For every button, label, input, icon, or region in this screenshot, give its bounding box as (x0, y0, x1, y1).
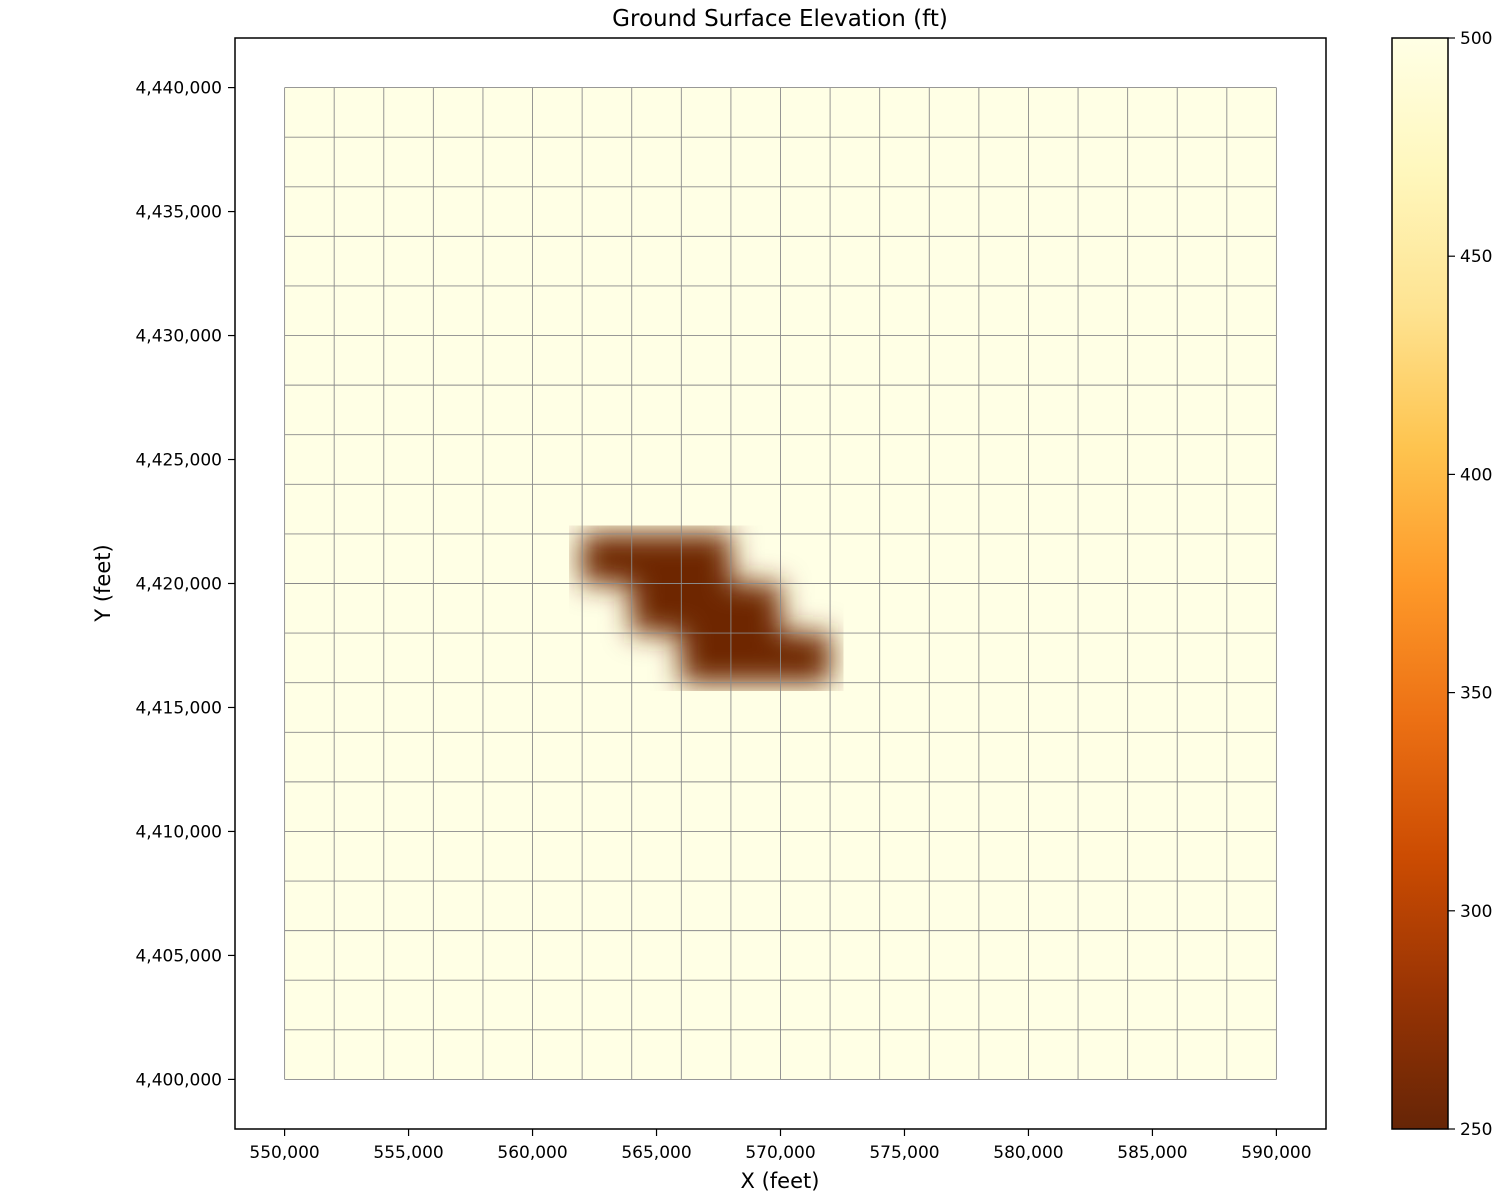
x-tick-label: 580,000 (993, 1143, 1063, 1163)
y-axis: 4,400,000 4,405,000 4,410,000 4,415,000 4,42… (135, 79, 235, 1090)
grid-lines (284, 87, 1277, 1080)
x-tick-label: 590,000 (1241, 1143, 1311, 1163)
y-tick-label: 4,425,000 (135, 451, 222, 471)
colorbar-ticks: 250 300 350 400 450 500 (1448, 29, 1492, 1140)
x-tick-label: 585,000 (1117, 1143, 1187, 1163)
colorbar-tick-label: 250 (1460, 1120, 1492, 1140)
colorbar: 250 300 350 400 450 500 (1391, 29, 1492, 1140)
colorbar-tick-label: 300 (1460, 902, 1492, 922)
heatmap-cell (780, 632, 831, 684)
y-axis-label: Y (feet) (91, 544, 115, 622)
heatmap-cell (680, 632, 732, 684)
heatmap-cell (631, 583, 682, 634)
y-tick-label: 4,440,000 (135, 79, 222, 99)
colorbar-tick-label: 500 (1460, 29, 1492, 49)
colorbar-tick-label: 450 (1460, 247, 1492, 267)
y-tick-label: 4,415,000 (135, 698, 222, 718)
heatmap-cell (730, 632, 781, 684)
colorbar-tick-label: 400 (1460, 465, 1492, 485)
heatmap-cell (680, 583, 732, 634)
y-tick-label: 4,400,000 (135, 1070, 222, 1090)
x-tick-label: 560,000 (497, 1143, 567, 1163)
y-tick-label: 4,435,000 (135, 203, 222, 223)
x-tick-label: 565,000 (621, 1143, 691, 1163)
y-tick-label: 4,405,000 (135, 946, 222, 966)
y-tick-label: 4,410,000 (135, 822, 222, 842)
x-axis: 550,000 555,000 560,000 565,000 570,000 575,0… (249, 1129, 1312, 1163)
colorbar-tick-label: 350 (1460, 684, 1492, 704)
low-elevation-region (581, 533, 831, 684)
y-tick-label: 4,430,000 (135, 327, 222, 347)
heatmap-cell (680, 533, 732, 584)
x-tick-label: 555,000 (373, 1143, 443, 1163)
x-tick-label: 575,000 (869, 1143, 939, 1163)
heatmap-cell (631, 533, 682, 584)
colorbar-gradient (1391, 37, 1449, 1130)
chart-title: Ground Surface Elevation (ft) (612, 6, 948, 32)
x-tick-label: 570,000 (745, 1143, 815, 1163)
heatmap-cell (730, 583, 781, 634)
y-tick-label: 4,420,000 (135, 575, 222, 595)
heatmap-cell (581, 533, 633, 584)
x-axis-label: X (feet) (741, 1169, 820, 1193)
x-tick-label: 550,000 (249, 1143, 319, 1163)
